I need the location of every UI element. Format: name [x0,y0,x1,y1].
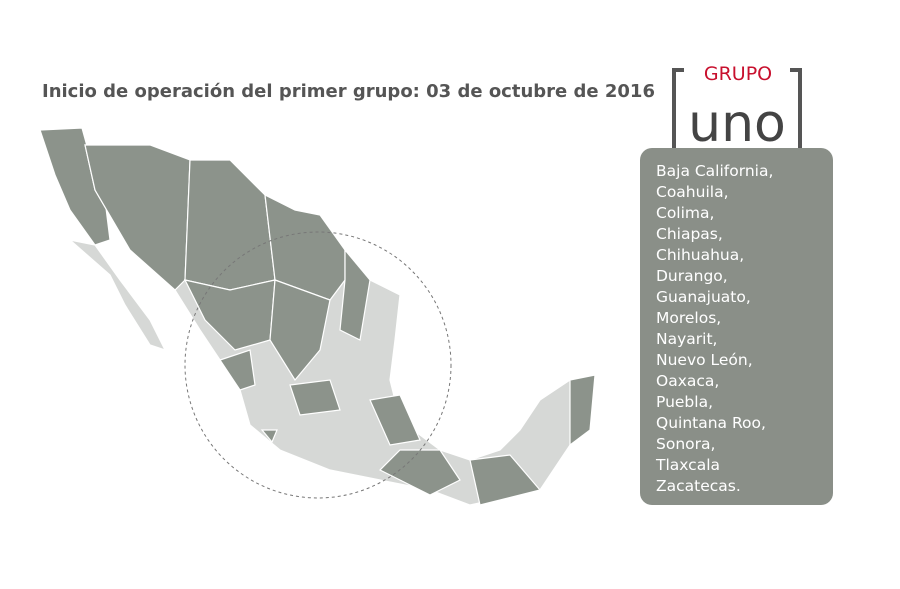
state-list-box [640,148,833,505]
state [378,449,461,496]
state [269,279,331,382]
state [67,238,167,352]
state [369,394,421,446]
state-name: Durango, [656,267,728,285]
state-name: Chihuahua, [656,246,744,264]
state [39,127,111,246]
state-name: Morelos, [656,309,721,327]
highlight-circle [184,231,452,499]
state-name: Quintana Roo, [656,414,766,432]
state-name: Oaxaca, [656,372,719,390]
state-list: Baja California, Coahuila, Colima, Chiapas,… [655,162,773,495]
state-name: Puebla, [656,393,713,411]
state-name: Baja California, [656,162,773,180]
state-name: Guanajuato, [656,288,751,306]
state [569,374,596,447]
state-name: Nuevo León, [656,351,753,369]
state [469,454,542,506]
state [260,429,278,444]
state-name: Chiapas, [656,225,723,243]
state-name: Sonora, [656,435,715,453]
logo-group: GRUPO [704,63,772,85]
state-name: Colima, [656,204,714,222]
title: Inicio de operación del primer grupo: 03… [42,81,655,102]
state [219,349,256,391]
map [39,127,596,506]
logo-name: uno [688,94,786,154]
state-name: Tlaxcala [655,456,720,474]
state-name: Zacatecas. [656,477,741,495]
state-name: Nayarit, [656,330,717,348]
state [289,379,341,416]
state-name: Coahuila, [656,183,729,201]
state [339,248,371,341]
state [84,144,191,291]
